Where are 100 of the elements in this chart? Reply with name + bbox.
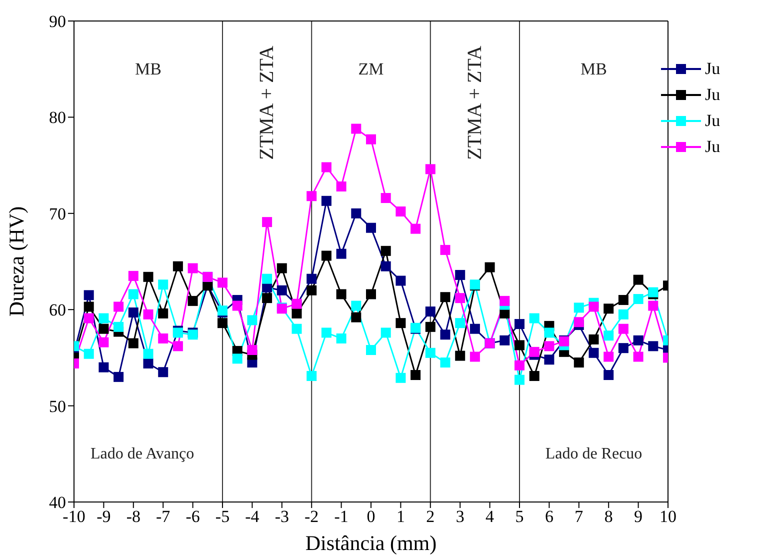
point	[84, 302, 94, 312]
point	[306, 191, 317, 202]
x-tick-label: -1	[334, 507, 348, 526]
x-tick-label: 4	[486, 507, 495, 526]
point	[514, 360, 524, 370]
x-tick-label: -9	[96, 507, 111, 526]
point	[114, 372, 124, 382]
annotation: MB	[135, 60, 162, 79]
x-tick-label: -4	[245, 507, 260, 526]
point	[351, 300, 362, 311]
point	[544, 341, 554, 352]
point	[633, 294, 644, 304]
point	[529, 313, 540, 324]
point	[128, 270, 138, 281]
point	[143, 272, 154, 282]
x-tick-label: -6	[186, 507, 200, 526]
point	[618, 324, 628, 334]
point	[588, 348, 599, 358]
point	[351, 124, 362, 134]
point	[440, 330, 450, 340]
point	[247, 345, 258, 356]
point	[98, 337, 109, 348]
point	[306, 274, 317, 284]
point	[262, 274, 272, 284]
point	[306, 285, 317, 296]
point	[604, 304, 614, 314]
annotation: MB	[580, 60, 607, 79]
point	[143, 348, 154, 359]
point	[158, 308, 168, 318]
point	[455, 270, 466, 280]
point	[336, 248, 346, 259]
point	[292, 324, 302, 334]
x-tick-label: 2	[426, 507, 435, 526]
point	[574, 302, 584, 313]
point	[544, 328, 554, 338]
point	[276, 285, 287, 296]
annotation: ZTMA + ZTA	[464, 45, 486, 160]
point	[128, 289, 138, 300]
point	[158, 367, 168, 378]
point	[262, 217, 272, 228]
point	[158, 280, 168, 290]
point	[98, 313, 109, 324]
x-tick-label: 9	[634, 507, 643, 526]
x-tick-label: -5	[215, 507, 230, 526]
point	[440, 292, 450, 302]
point	[218, 278, 228, 288]
point	[247, 315, 258, 326]
point	[440, 358, 450, 368]
point	[425, 306, 436, 317]
point	[633, 335, 644, 346]
point	[292, 308, 302, 318]
point	[588, 302, 599, 312]
point	[98, 324, 109, 334]
point	[336, 333, 346, 344]
x-tick-label: 0	[366, 507, 376, 526]
x-tick-label: 6	[544, 507, 554, 526]
point	[514, 319, 524, 330]
point	[514, 374, 524, 385]
annotation: ZM	[358, 60, 384, 79]
point	[440, 244, 450, 255]
point	[396, 318, 406, 328]
point	[188, 296, 198, 306]
annotation: ZTMA + ZTA	[256, 45, 278, 160]
x-tick-label: 1	[396, 507, 405, 526]
point	[648, 341, 658, 352]
point	[588, 334, 599, 344]
point	[470, 352, 480, 362]
point	[618, 309, 628, 320]
point	[128, 338, 138, 348]
point	[396, 206, 406, 216]
point	[380, 261, 391, 272]
point	[574, 358, 584, 368]
point	[114, 302, 124, 312]
point	[84, 290, 94, 300]
point	[484, 262, 495, 272]
point	[351, 312, 362, 322]
point	[306, 370, 317, 381]
y-tick-label: 70	[49, 204, 66, 224]
annotation: Lado de Avanço	[90, 445, 194, 462]
x-tick-label: -7	[156, 507, 171, 526]
point	[455, 293, 466, 304]
point	[455, 318, 466, 328]
point	[336, 181, 346, 192]
legend-label: Ju	[705, 85, 720, 105]
point	[574, 317, 584, 328]
y-tick-label: 80	[49, 108, 66, 128]
legend-label: Ju	[705, 137, 720, 157]
point	[618, 343, 628, 354]
x-tick-label: 5	[515, 507, 524, 526]
point	[172, 261, 183, 272]
point	[262, 293, 272, 304]
point	[633, 274, 644, 285]
point	[380, 246, 391, 256]
point	[500, 296, 510, 306]
point	[218, 318, 228, 328]
point	[396, 372, 406, 383]
point	[529, 370, 540, 381]
point	[425, 348, 436, 358]
point	[455, 350, 466, 361]
point	[648, 300, 658, 311]
